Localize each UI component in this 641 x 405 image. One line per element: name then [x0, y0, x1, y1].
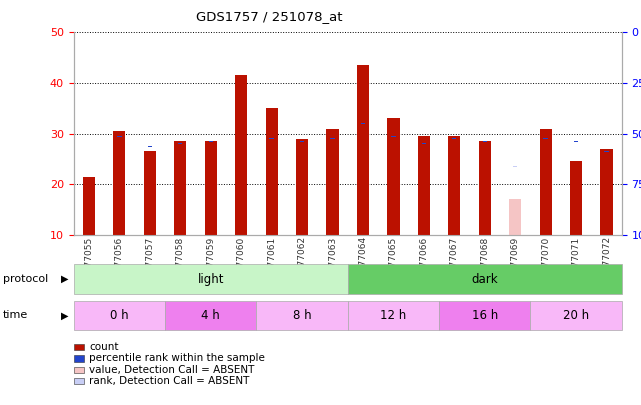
Text: dark: dark	[471, 273, 498, 286]
Text: ▶: ▶	[61, 274, 69, 284]
Bar	[208, 141, 213, 142]
Text: 20 h: 20 h	[563, 309, 589, 322]
Text: percentile rank within the sample: percentile rank within the sample	[89, 354, 265, 363]
Bar	[147, 146, 152, 147]
Text: protocol: protocol	[3, 274, 49, 284]
Bar	[113, 131, 126, 235]
Bar	[574, 141, 578, 142]
Text: 16 h: 16 h	[472, 309, 498, 322]
Bar	[601, 149, 613, 235]
Text: count: count	[89, 342, 119, 352]
Bar	[265, 108, 278, 235]
Bar	[357, 65, 369, 235]
Bar	[235, 75, 247, 235]
Bar	[387, 118, 399, 235]
Bar	[204, 141, 217, 235]
Bar	[483, 141, 487, 142]
Text: ▶: ▶	[61, 311, 69, 320]
Bar	[296, 139, 308, 235]
Bar	[479, 141, 491, 235]
Text: GDS1757 / 251078_at: GDS1757 / 251078_at	[196, 10, 342, 23]
Bar	[448, 136, 460, 235]
Bar	[174, 141, 187, 235]
Text: light: light	[197, 273, 224, 286]
Bar	[144, 151, 156, 235]
Bar	[418, 136, 430, 235]
Bar	[326, 129, 338, 235]
Text: 0 h: 0 h	[110, 309, 129, 322]
Text: 8 h: 8 h	[293, 309, 312, 322]
Bar	[178, 143, 183, 144]
Bar	[604, 151, 609, 152]
Text: rank, Detection Call = ABSENT: rank, Detection Call = ABSENT	[89, 376, 249, 386]
Bar	[422, 143, 426, 144]
Bar	[361, 123, 365, 124]
Bar	[83, 177, 95, 235]
Text: time: time	[3, 311, 28, 320]
Bar	[513, 166, 517, 167]
Bar	[570, 162, 582, 235]
Bar	[239, 131, 244, 132]
Text: 12 h: 12 h	[380, 309, 406, 322]
Bar	[509, 200, 521, 235]
Bar	[540, 129, 552, 235]
Text: value, Detection Call = ABSENT: value, Detection Call = ABSENT	[89, 365, 254, 375]
Bar	[300, 141, 304, 142]
Text: 4 h: 4 h	[201, 309, 220, 322]
